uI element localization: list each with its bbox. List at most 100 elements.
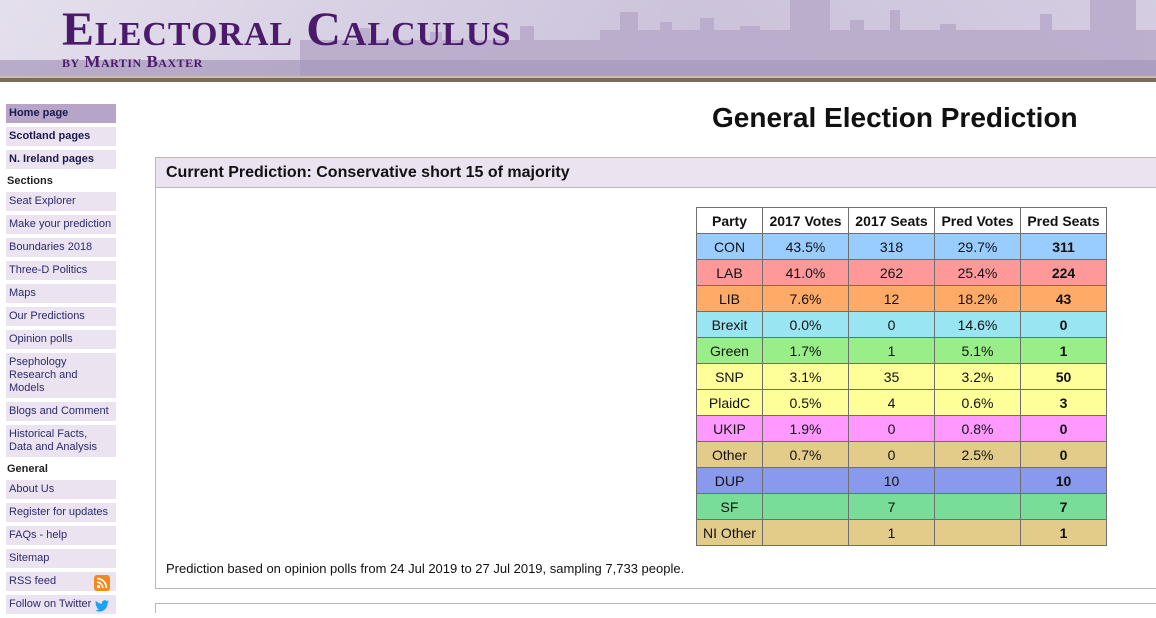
site-banner: Electoral Calculus by Martin Baxter <box>0 0 1156 82</box>
table-cell-seats2017: 7 <box>848 493 935 520</box>
table-cell-predVotes: 5.1% <box>934 337 1021 364</box>
table-cell-predSeats: 0 <box>1020 415 1107 442</box>
col-party: Party <box>696 207 763 234</box>
table-row: LIB 7.6% 12 18.2% 43 <box>696 285 1107 312</box>
table-cell-votes2017 <box>762 519 849 546</box>
sidebar-heading-general: General <box>7 463 48 475</box>
table-row: SNP 3.1% 35 3.2% 50 <box>696 363 1107 390</box>
sidebar-item-scotland[interactable]: Scotland pages <box>6 127 116 146</box>
site-title[interactable]: Electoral Calculus <box>62 3 512 56</box>
sidebar-item-three-d[interactable]: Three-D Politics <box>6 261 116 280</box>
prediction-footnote: Prediction based on opinion polls from 2… <box>166 561 685 576</box>
table-cell-predSeats: 50 <box>1020 363 1107 390</box>
table-cell-predSeats: 224 <box>1020 259 1107 286</box>
sidebar-nav: Home page Scotland pages N. Ireland page… <box>6 104 116 618</box>
table-cell-seats2017: 12 <box>848 285 935 312</box>
col-pred-votes: Pred Votes <box>934 207 1021 234</box>
table-cell-party: SNP <box>696 363 763 390</box>
sidebar-item-sitemap[interactable]: Sitemap <box>6 549 116 568</box>
sidebar-item-psephology[interactable]: Psephology Research and Models <box>6 353 116 398</box>
sidebar-item-maps[interactable]: Maps <box>6 284 116 303</box>
table-row: DUP 10 10 <box>696 467 1107 494</box>
table-cell-votes2017: 1.7% <box>762 337 849 364</box>
table-cell-seats2017: 318 <box>848 233 935 260</box>
table-cell-votes2017: 0.0% <box>762 311 849 338</box>
table-header-row: Party 2017 Votes 2017 Seats Pred Votes P… <box>696 207 1107 234</box>
table-cell-seats2017: 10 <box>848 467 935 494</box>
sidebar-item-faqs[interactable]: FAQs - help <box>6 526 116 545</box>
site-subtitle: by Martin Baxter <box>62 52 203 71</box>
table-cell-party: LAB <box>696 259 763 286</box>
table-row: UKIP 1.9% 0 0.8% 0 <box>696 415 1107 442</box>
prediction-panel: Current Prediction: Conservative short 1… <box>155 157 1156 589</box>
sidebar-item-make-prediction[interactable]: Make your prediction <box>6 215 116 234</box>
table-cell-predVotes: 18.2% <box>934 285 1021 312</box>
table-cell-predVotes: 3.2% <box>934 363 1021 390</box>
table-cell-predSeats: 10 <box>1020 467 1107 494</box>
table-cell-predVotes: 29.7% <box>934 233 1021 260</box>
table-cell-seats2017: 4 <box>848 389 935 416</box>
sidebar-item-rss-label: RSS feed <box>9 575 57 587</box>
table-cell-predSeats: 3 <box>1020 389 1107 416</box>
table-row: PlaidC 0.5% 4 0.6% 3 <box>696 389 1107 416</box>
table-cell-votes2017: 0.7% <box>762 441 849 468</box>
table-cell-predSeats: 43 <box>1020 285 1107 312</box>
page-title: General Election Prediction <box>712 102 1078 133</box>
table-cell-predVotes: 0.6% <box>934 389 1021 416</box>
table-cell-predSeats: 1 <box>1020 519 1107 546</box>
table-cell-party: Brexit <box>696 311 763 338</box>
table-cell-votes2017: 0.5% <box>762 389 849 416</box>
table-cell-predVotes <box>934 493 1021 520</box>
table-cell-seats2017: 0 <box>848 441 935 468</box>
table-cell-party: LIB <box>696 285 763 312</box>
table-cell-predVotes <box>934 467 1021 494</box>
table-cell-party: Other <box>696 441 763 468</box>
table-row: Brexit 0.0% 0 14.6% 0 <box>696 311 1107 338</box>
twitter-bird-icon <box>95 600 109 612</box>
sidebar-item-register[interactable]: Register for updates <box>6 503 116 522</box>
sidebar-item-twitter-label: Follow on Twitter <box>9 598 92 610</box>
table-row: SF 7 7 <box>696 493 1107 520</box>
table-cell-votes2017: 3.1% <box>762 363 849 390</box>
sidebar-item-opinion-polls[interactable]: Opinion polls <box>6 330 116 349</box>
table-row: CON 43.5% 318 29.7% 311 <box>696 233 1107 260</box>
table-cell-seats2017: 1 <box>848 337 935 364</box>
table-cell-party: DUP <box>696 467 763 494</box>
sidebar-item-twitter[interactable]: Follow on Twitter <box>6 595 116 614</box>
sidebar-item-blogs[interactable]: Blogs and Comment <box>6 402 116 421</box>
table-cell-seats2017: 1 <box>848 519 935 546</box>
table-row: Green 1.7% 1 5.1% 1 <box>696 337 1107 364</box>
table-cell-votes2017 <box>762 493 849 520</box>
sidebar-item-boundaries[interactable]: Boundaries 2018 <box>6 238 116 257</box>
sidebar-heading-sections: Sections <box>7 175 53 187</box>
table-row: NI Other 1 1 <box>696 519 1107 546</box>
table-cell-seats2017: 0 <box>848 415 935 442</box>
sidebar-item-historical[interactable]: Historical Facts, Data and Analysis <box>6 425 116 457</box>
sidebar-item-ni[interactable]: N. Ireland pages <box>6 150 116 169</box>
sidebar-item-about[interactable]: About Us <box>6 480 116 499</box>
table-cell-predSeats: 0 <box>1020 311 1107 338</box>
sidebar-item-home[interactable]: Home page <box>6 104 116 123</box>
table-row: Other 0.7% 0 2.5% 0 <box>696 441 1107 468</box>
table-cell-votes2017 <box>762 467 849 494</box>
table-cell-predSeats: 7 <box>1020 493 1107 520</box>
table-cell-predSeats: 311 <box>1020 233 1107 260</box>
table-cell-seats2017: 0 <box>848 311 935 338</box>
table-cell-party: PlaidC <box>696 389 763 416</box>
table-cell-predSeats: 1 <box>1020 337 1107 364</box>
table-cell-predVotes: 14.6% <box>934 311 1021 338</box>
sidebar-item-rss[interactable]: RSS feed <box>6 572 116 591</box>
col-pred-seats: Pred Seats <box>1020 207 1107 234</box>
col-2017-seats: 2017 Seats <box>848 207 935 234</box>
table-cell-party: SF <box>696 493 763 520</box>
table-cell-seats2017: 262 <box>848 259 935 286</box>
table-cell-party: CON <box>696 233 763 260</box>
parliament-skyline-image <box>0 0 1156 82</box>
table-cell-predSeats: 0 <box>1020 441 1107 468</box>
sidebar-item-our-predictions[interactable]: Our Predictions <box>6 307 116 326</box>
col-2017-votes: 2017 Votes <box>762 207 849 234</box>
rss-icon <box>94 575 110 591</box>
prediction-header: Current Prediction: Conservative short 1… <box>156 158 1156 188</box>
sidebar-item-seat-explorer[interactable]: Seat Explorer <box>6 192 116 211</box>
table-cell-votes2017: 7.6% <box>762 285 849 312</box>
